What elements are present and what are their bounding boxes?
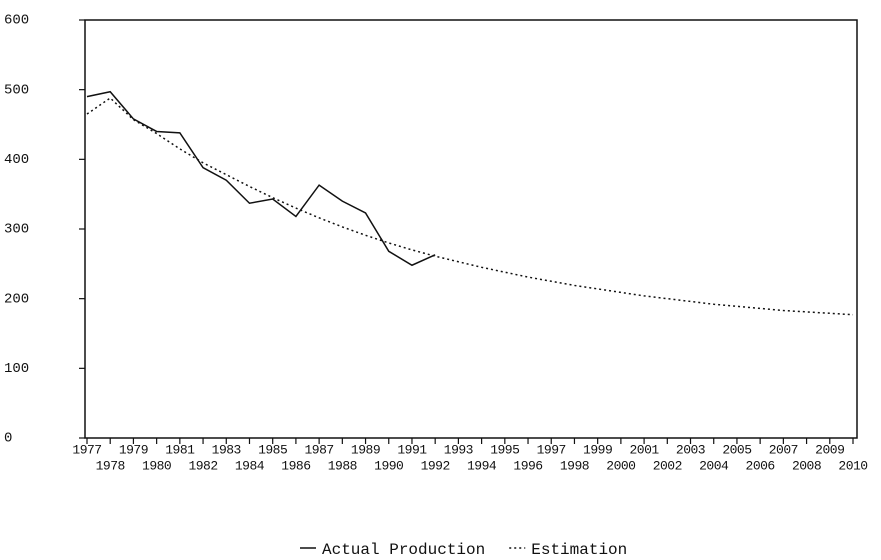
x-tick-label: 2004 <box>699 458 729 473</box>
x-tick-label: 1981 <box>165 442 195 457</box>
y-tick-label: 0 <box>4 431 12 447</box>
x-tick-label: 2010 <box>838 458 867 473</box>
x-tick-label: 2009 <box>815 442 844 457</box>
x-tick-label: 2002 <box>653 458 682 473</box>
x-tick-label: 1984 <box>235 458 265 473</box>
y-tick-label: 500 <box>4 82 29 98</box>
x-tick-label: 1999 <box>583 442 612 457</box>
x-tick-label: 2007 <box>769 442 798 457</box>
y-tick-label: 400 <box>4 152 29 168</box>
y-tick-label: 200 <box>4 291 29 307</box>
x-tick-label: 2006 <box>746 458 775 473</box>
series-line <box>86 90 436 267</box>
x-tick-label: 1996 <box>513 458 542 473</box>
x-tick-label: 1993 <box>444 442 473 457</box>
x-tick-label: 1994 <box>467 458 497 473</box>
x-tick-label: 1989 <box>351 442 380 457</box>
x-tick-label: 1978 <box>96 458 125 473</box>
x-tick-label: 1982 <box>188 458 217 473</box>
x-tick-label: 1979 <box>119 442 148 457</box>
plot-frame <box>84 19 858 439</box>
x-tick-label: 2000 <box>606 458 635 473</box>
y-tick-label: 300 <box>4 222 29 238</box>
x-tick-label: 1988 <box>328 458 357 473</box>
x-tick-label: 1998 <box>560 458 589 473</box>
y-tick-label: 600 <box>4 13 29 29</box>
y-tick-label: 100 <box>4 361 29 377</box>
x-tick-label: 1995 <box>490 442 519 457</box>
x-tick-label: 1983 <box>212 442 241 457</box>
x-tick-label: 1997 <box>537 442 566 457</box>
series-line <box>86 97 854 316</box>
x-tick-label: 2003 <box>676 442 705 457</box>
legend-label: Actual Production <box>322 541 485 559</box>
x-tick-label: 2005 <box>722 442 751 457</box>
x-tick-label: 1990 <box>374 458 403 473</box>
x-tick-label: 1985 <box>258 442 287 457</box>
x-tick-label: 1992 <box>421 458 450 473</box>
x-tick-label: 1977 <box>72 442 101 457</box>
x-tick-label: 2008 <box>792 458 821 473</box>
x-tick-label: 1987 <box>305 442 334 457</box>
legend-label: Estimation <box>531 541 627 559</box>
x-tick-label: 1986 <box>281 458 310 473</box>
x-tick-label: 2001 <box>629 442 659 457</box>
x-tick-label: 1980 <box>142 458 171 473</box>
x-tick-label: 1991 <box>397 442 427 457</box>
